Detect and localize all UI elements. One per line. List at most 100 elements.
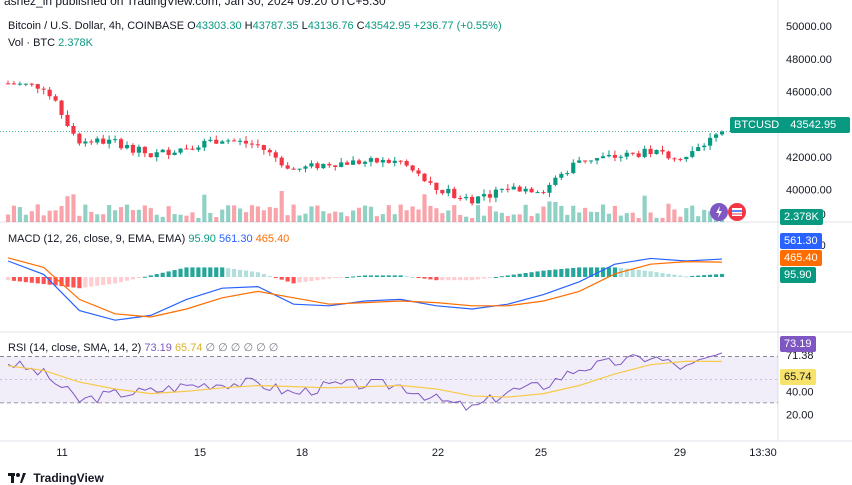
candle-body — [148, 153, 153, 158]
volume-bar — [475, 205, 481, 222]
volume-bar — [666, 203, 671, 222]
macd-histogram-bar — [684, 276, 689, 278]
candle-body — [345, 162, 350, 165]
macd-histogram-bar — [511, 274, 516, 277]
volume-bar — [29, 211, 34, 222]
rsi-tag: 73.19 — [780, 336, 816, 352]
macd-histogram-bar — [475, 277, 481, 280]
macd-histogram-bar — [499, 276, 504, 278]
candle-body — [53, 96, 58, 101]
macd-histogram-bar — [243, 270, 249, 277]
symbol-legend[interactable]: Bitcoin / U.S. Dollar, 4h, COINBASE O433… — [8, 20, 502, 32]
volume-bar — [5, 214, 11, 222]
volume-bar — [404, 210, 409, 222]
macd-histogram-bar — [458, 277, 463, 281]
volume-bar — [232, 205, 237, 222]
macd-histogram-bar — [440, 277, 445, 281]
volume-bar — [107, 205, 112, 222]
macd-histogram-bar — [172, 270, 177, 277]
volume-bar — [83, 204, 88, 222]
candle-body — [356, 160, 362, 164]
volume-bar — [481, 215, 487, 222]
candle-body — [452, 188, 457, 199]
candle-body — [297, 168, 302, 170]
candle-body — [202, 140, 207, 148]
macd-histogram-bar — [297, 277, 302, 283]
volume-bar — [434, 208, 439, 222]
macd-histogram-bar — [351, 276, 356, 278]
volume-legend[interactable]: Vol · BTC 2.378K — [8, 37, 93, 49]
volume-bar — [333, 211, 338, 222]
macd-histogram-bar — [553, 269, 558, 277]
candle-body — [702, 145, 707, 148]
price-tick-label: 42000.00 — [786, 152, 832, 164]
rsi-line — [7, 352, 723, 411]
ohlc-high: 43787.35 — [252, 20, 299, 32]
candle-body — [303, 166, 308, 169]
macd-histogram-bar — [11, 277, 17, 281]
volume-bar — [17, 207, 22, 222]
volume-bars — [5, 190, 725, 222]
candle-body — [713, 134, 719, 138]
volume-bar — [113, 210, 118, 222]
volume-value: 2.378K — [58, 37, 94, 49]
volume-bar — [208, 212, 213, 222]
flash-icon[interactable] — [710, 203, 728, 221]
volume-bar — [594, 211, 600, 222]
macd-histogram-bar — [166, 271, 171, 277]
calendar-flag-icon[interactable] — [728, 203, 746, 221]
volume-bar — [345, 216, 350, 222]
macd-histogram-bar — [196, 267, 201, 277]
price-tag-value: 43542.95 — [790, 119, 837, 131]
macd-histogram-bar — [118, 277, 124, 283]
tradingview-brand[interactable]: TradingView — [8, 471, 104, 485]
volume-bar — [374, 216, 379, 222]
candle-body — [243, 140, 249, 144]
macd-hist-value: 95.90 — [188, 233, 216, 245]
candle-body — [172, 152, 177, 156]
macd-histogram-bar — [481, 277, 487, 279]
candle-body — [118, 139, 124, 149]
candle-body — [237, 140, 243, 142]
candle-body — [535, 192, 540, 194]
rsi-tick-label: 40.00 — [786, 386, 814, 398]
macd-histogram-bar — [505, 275, 510, 277]
macd-histogram-bar — [29, 277, 34, 283]
macd-histogram-bar — [630, 269, 635, 277]
rsi-legend[interactable]: RSI (14, close, SMA, 14, 2) 73.19 65.74 … — [8, 341, 278, 354]
candle-body — [89, 141, 94, 143]
volume-bar — [214, 217, 219, 222]
candle-body — [309, 163, 314, 167]
rsi-empty-values: ∅ ∅ ∅ ∅ ∅ ∅ — [205, 342, 279, 354]
rsi-ma-value: 65.74 — [174, 342, 203, 354]
macd-legend[interactable]: MACD (12, 26, close, 9, EMA, EMA) 95.90 … — [8, 233, 289, 245]
volume-bar — [351, 210, 356, 222]
macd-histogram-bar — [487, 277, 493, 278]
volume-bar — [618, 215, 623, 222]
candle-body — [559, 173, 564, 178]
candle-body — [624, 152, 629, 157]
candle-body — [368, 158, 374, 162]
macd-histogram-bar — [719, 273, 725, 277]
candle-body — [583, 160, 588, 162]
macd-histogram-bar — [154, 274, 159, 277]
macd-histogram-bar — [356, 275, 362, 277]
macd-histogram-bar — [589, 267, 594, 277]
candle-body — [690, 151, 695, 157]
publish-line: ashez_in published on TradingView.com, J… — [4, 0, 386, 8]
candle-body — [696, 147, 701, 152]
rsi-lines — [7, 352, 723, 411]
volume-bar — [321, 211, 326, 222]
macd-histogram-bar — [202, 267, 207, 277]
candle-body — [65, 114, 70, 126]
macd-histogram-bar — [517, 273, 522, 277]
macd-histogram-bar — [279, 277, 284, 280]
candle-body — [321, 163, 326, 169]
candle-body — [113, 139, 118, 141]
candle-body — [35, 84, 40, 89]
volume-bar — [291, 204, 296, 222]
rsi-tick-label: 71.38 — [786, 350, 814, 362]
macd-histogram-bar — [53, 277, 58, 286]
macd-histogram-bar — [321, 277, 326, 280]
